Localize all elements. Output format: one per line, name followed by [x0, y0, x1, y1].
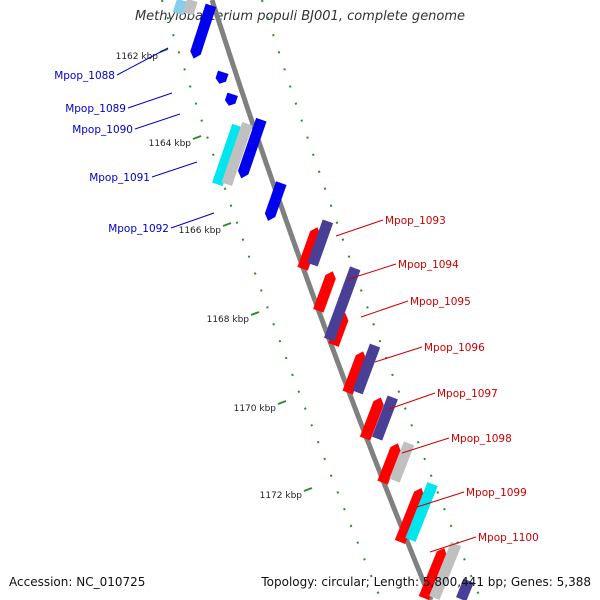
cds-mpop-1091-shape [237, 117, 267, 179]
cds-mpop-1097 [359, 397, 384, 441]
gene-label-mpop-1094[interactable]: Mpop_1094 [398, 259, 459, 271]
cog-forward-3-shape [371, 395, 398, 441]
ruler-label-1164: 1164 kbp [149, 139, 192, 149]
ruler: 1162 kbp 1164 kbp 1166 kbp 1168 kbp 1170… [116, 48, 313, 501]
cds-mpop-1093 [297, 227, 321, 271]
cog-forward-6 [429, 542, 462, 600]
cds-mpop-1099 [394, 488, 425, 544]
gene-label-mpop-1096[interactable]: Mpop_1096 [424, 342, 485, 354]
ruler-label-1168: 1168 kbp [207, 315, 250, 325]
ruler-label-1166: 1166 kbp [179, 226, 222, 236]
leader-reverse [170, 212, 215, 229]
cog-forward-edge-shape [456, 578, 474, 600]
leader-forward [429, 536, 477, 553]
leader-forward [360, 300, 409, 318]
cds-mpop-1090-shape [224, 92, 238, 106]
cds-mpop-1098-shape [377, 443, 401, 485]
forward-gene-labels: Mpop_1093 Mpop_1094 Mpop_1095 Mpop_1096 … [385, 215, 539, 544]
gene-label-mpop-1091[interactable]: Mpop_1091 [89, 172, 150, 184]
cds-mpop-1100-shape [418, 547, 447, 600]
cog-forward-5 [405, 482, 438, 542]
leader-forward [401, 437, 450, 454]
ruler-tick [277, 400, 287, 405]
gene-features [172, 0, 474, 600]
cog-mpop-1091-a-shape [212, 123, 243, 187]
cog-mpop-1091-a [212, 123, 243, 187]
cds-mpop-1100 [418, 547, 447, 600]
cog-forward-1 [323, 266, 361, 342]
cog-forward-5-shape [405, 482, 438, 542]
cog-forward-edge [456, 578, 474, 600]
ruler-tick [303, 487, 313, 492]
gene-label-mpop-1099[interactable]: Mpop_1099 [466, 487, 527, 499]
ruler-label-1162: 1162 kbp [116, 52, 159, 62]
cds-mpop-1093-shape [297, 227, 321, 271]
leader-reverse [134, 113, 181, 130]
gene-label-mpop-1093[interactable]: Mpop_1093 [385, 215, 446, 227]
leader-reverse [151, 161, 198, 178]
gene-label-mpop-1088[interactable]: Mpop_1088 [54, 70, 115, 82]
cog-mpop-1091-b-shape [221, 121, 253, 187]
gene-label-mpop-1090[interactable]: Mpop_1090 [72, 124, 133, 136]
leader-forward [374, 346, 423, 363]
cds-mpop-1090 [224, 92, 238, 106]
cds-mpop-1096-shape [342, 351, 367, 395]
cds-mpop-1096 [342, 351, 367, 395]
cds-mpop-1094 [313, 271, 336, 313]
cog-rev-top-b-shape [182, 0, 198, 16]
gene-label-mpop-1097[interactable]: Mpop_1097 [437, 388, 498, 400]
cds-mpop-1092-shape [264, 181, 287, 221]
cog-forward-2-shape [352, 343, 381, 395]
cog-forward-4-shape [389, 441, 415, 483]
leader-reverse [127, 92, 173, 109]
cds-mpop-1091 [237, 117, 267, 179]
cds-mpop-1089 [215, 70, 229, 84]
cog-rev-top-b [182, 0, 198, 16]
cog-forward-6-shape [429, 542, 462, 600]
cds-mpop-1089-shape [215, 70, 229, 84]
cds-mpop-1092 [264, 181, 287, 221]
genome-summary-text: Topology: circular; Length: 5,800,441 bp… [261, 575, 591, 589]
cds-mpop-1088 [190, 3, 217, 59]
cog-mpop-1091-b [221, 121, 253, 187]
ruler-tick [192, 135, 202, 140]
cog-forward-0-shape [307, 219, 334, 267]
ruler-label-1170: 1170 kbp [234, 404, 277, 414]
ruler-tick [222, 222, 232, 227]
accession-text: Accession: NC_010725 [9, 575, 146, 589]
cds-mpop-1094-shape [313, 271, 336, 313]
reverse-gene-labels: Mpop_1088 Mpop_1089 Mpop_1090 Mpop_1091 … [54, 70, 169, 235]
leader-forward [388, 392, 436, 410]
cds-mpop-1099-shape [394, 488, 425, 544]
leader-forward [335, 219, 384, 237]
cog-forward-0 [307, 219, 334, 267]
gene-label-mpop-1100[interactable]: Mpop_1100 [478, 532, 539, 544]
gene-label-mpop-1092[interactable]: Mpop_1092 [108, 223, 169, 235]
gene-label-mpop-1098[interactable]: Mpop_1098 [451, 433, 512, 445]
cds-mpop-1088-shape [190, 3, 217, 59]
leader-forward [348, 263, 397, 280]
gene-label-mpop-1095[interactable]: Mpop_1095 [410, 296, 471, 308]
cog-forward-3 [371, 395, 398, 441]
cds-mpop-1097-shape [359, 397, 384, 441]
gene-label-mpop-1089[interactable]: Mpop_1089 [65, 103, 126, 115]
leader-reverse [116, 47, 169, 76]
ruler-tick [250, 311, 260, 316]
cog-forward-4 [389, 441, 415, 483]
leader-forward [416, 491, 465, 508]
backbone-line [209, 0, 434, 600]
ruler-label-1172: 1172 kbp [260, 491, 303, 501]
cog-forward-2 [352, 343, 381, 395]
label-leaders [116, 47, 477, 553]
backbone [209, 0, 434, 600]
cds-mpop-1098 [377, 443, 401, 485]
cog-forward-1-shape [323, 266, 361, 342]
